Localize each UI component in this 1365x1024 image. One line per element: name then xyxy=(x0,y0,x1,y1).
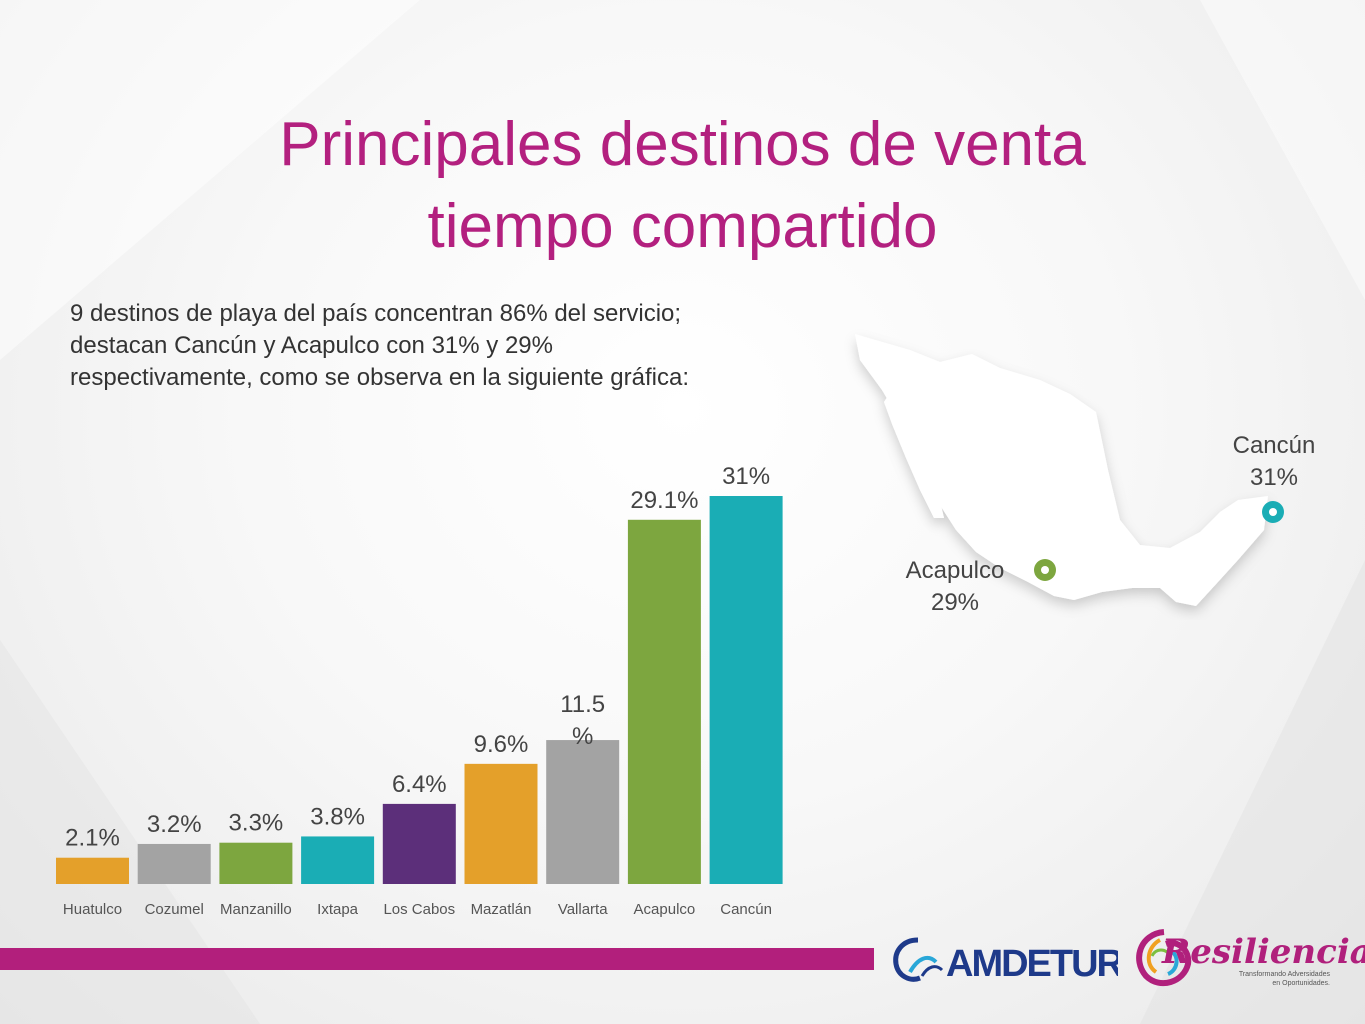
acapulco-value: 29% xyxy=(930,589,980,616)
bar-7 xyxy=(627,519,701,884)
bar-1 xyxy=(137,843,211,884)
title-line-2: tiempo compartido xyxy=(427,191,938,261)
category-label-4: Los Cabos xyxy=(383,901,455,918)
value-label-6: 11.5% xyxy=(560,691,605,750)
amdetur-wordmark: AMDETUR xyxy=(946,943,1118,985)
bar-chart: 2.1% Huatulco 3.2% Cozumel 3.3% Manzanillo 3.8… xyxy=(56,463,783,918)
title-line-1: Principales destinos de venta xyxy=(279,109,1086,179)
category-label-7: Acapulco xyxy=(634,901,696,918)
bar-6 xyxy=(546,740,620,884)
value-label-1: 3.2% xyxy=(147,811,202,838)
acapulco-marker-icon xyxy=(1034,559,1056,581)
cancun-marker-icon xyxy=(1262,501,1284,523)
cancun-value: 31% xyxy=(1249,464,1299,491)
cancun-map-label: Cancún 31% xyxy=(1214,430,1334,494)
value-label-3: 3.8% xyxy=(310,803,365,830)
bar-4 xyxy=(382,803,456,884)
value-label-2: 3.3% xyxy=(229,810,284,837)
value-label-4: 6.4% xyxy=(392,771,447,798)
acapulco-map-label: Acapulco 29% xyxy=(890,555,1020,619)
amdetur-logo: AMDETUR xyxy=(893,937,1118,985)
value-label-5: 9.6% xyxy=(474,731,529,758)
acapulco-name: Acapulco xyxy=(905,557,1005,584)
resiliencia-tagline: Transformando Adversidades en Oportunida… xyxy=(1200,970,1330,988)
bar-3 xyxy=(301,836,375,884)
slide-title: Principales destinos de venta tiempo com… xyxy=(0,104,1365,268)
category-label-6: Vallarta xyxy=(558,901,608,918)
resiliencia-swirl-icon xyxy=(1136,929,1192,987)
category-label-8: Cancún xyxy=(720,901,772,918)
category-label-2: Manzanillo xyxy=(220,901,292,918)
bar-5 xyxy=(464,763,538,884)
value-label-7: 29.1% xyxy=(630,487,698,514)
resiliencia-wordmark: Resiliencia xyxy=(1162,932,1365,972)
category-label-1: Cozumel xyxy=(145,901,204,918)
category-label-5: Mazatlán xyxy=(471,901,532,918)
intro-text: 9 destinos de playa del país concentran … xyxy=(70,300,689,391)
bar-0 xyxy=(56,857,129,884)
value-label-8: 31% xyxy=(722,463,770,490)
category-label-3: Ixtapa xyxy=(317,901,359,918)
tagline-line-1: Transformando Adversidades xyxy=(1238,971,1330,978)
cancun-name: Cancún xyxy=(1232,432,1316,459)
tagline-line-2: en Oportunidades. xyxy=(1272,980,1330,987)
mexico-map-icon xyxy=(855,334,1268,606)
bar-2 xyxy=(219,842,293,884)
bar-8 xyxy=(709,496,783,884)
value-label-0: 2.1% xyxy=(65,825,120,852)
footer-bar xyxy=(0,948,874,970)
category-label-0: Huatulco xyxy=(63,901,122,918)
